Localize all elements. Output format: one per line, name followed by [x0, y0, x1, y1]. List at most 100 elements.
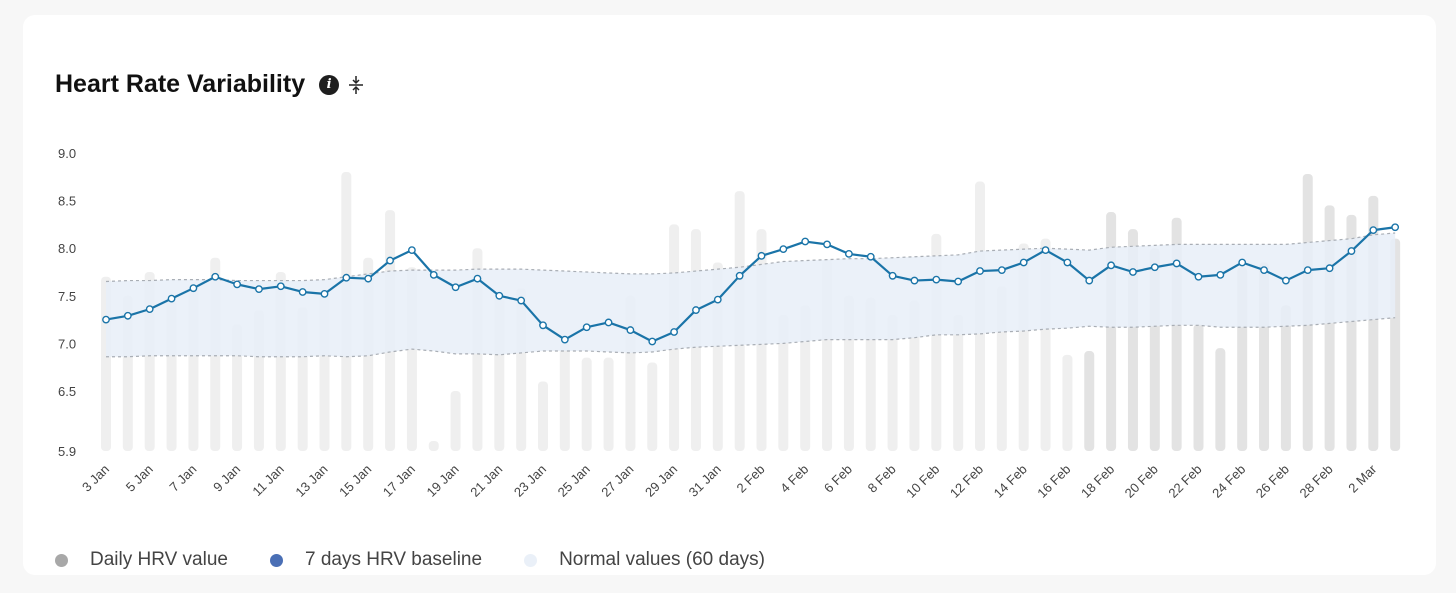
- x-tick-label: 5 Jan: [123, 462, 156, 495]
- legend: Daily HRV value 7 days HRV baseline Norm…: [55, 549, 807, 571]
- baseline-point: [801, 237, 810, 246]
- baseline-point: [255, 285, 263, 294]
- baseline-point: [102, 315, 110, 324]
- baseline-point: [539, 321, 547, 330]
- x-tick-label: 27 Jan: [598, 462, 636, 500]
- x-tick-label: 13 Jan: [292, 462, 330, 500]
- baseline-point: [298, 288, 307, 296]
- x-tick-label: 8 Feb: [865, 462, 899, 496]
- info-icon[interactable]: i: [319, 74, 340, 95]
- x-tick-label: 9 Jan: [210, 462, 243, 495]
- baseline-point: [233, 280, 242, 289]
- y-tick-label: 7.0: [58, 336, 76, 351]
- legend-label: Normal values (60 days): [559, 549, 765, 570]
- daily-hrv-bar: [581, 357, 592, 451]
- baseline-point: [276, 282, 285, 291]
- x-tick-label: 17 Jan: [380, 462, 418, 500]
- daily-hrv-bar: [778, 314, 789, 451]
- baseline-point: [407, 246, 416, 255]
- x-tick-label: 31 Jan: [686, 462, 724, 500]
- baseline-point: [211, 272, 220, 281]
- x-tick-label: 2 Mar: [1345, 461, 1380, 496]
- daily-hrv-bar: [909, 300, 920, 451]
- daily-hrv-bar: [1193, 324, 1204, 451]
- x-tick-label: 18 Feb: [1078, 462, 1117, 501]
- collapse-vertical-icon[interactable]: [347, 73, 365, 97]
- baseline-point: [495, 291, 504, 300]
- y-axis: 9.0 8.5 8.0 7.5 7.0 6.5 5.9: [58, 146, 76, 459]
- x-axis: 3 Jan 5 Jan 7 Jan 9 Jan 11 Jan 13 Jan 15 Jan 17…: [79, 461, 1380, 501]
- baseline-point: [1238, 258, 1247, 267]
- legend-label: 7 days HRV baseline: [304, 549, 483, 570]
- legend-item-normal[interactable]: Normal values (60 days): [524, 549, 765, 571]
- chart-title: Heart Rate Variability: [55, 70, 306, 98]
- y-tick-label: 8.5: [58, 194, 76, 209]
- title-row: Heart Rate Variability i: [55, 70, 365, 99]
- x-tick-label: 2 Feb: [734, 462, 768, 496]
- baseline-point: [888, 271, 897, 280]
- baseline-point: [648, 337, 657, 346]
- daily-hrv-bar: [1084, 351, 1095, 451]
- x-tick-label: 20 Feb: [1122, 462, 1161, 501]
- daily-hrv-bar: [1062, 354, 1073, 451]
- baseline-point: [976, 267, 984, 275]
- x-tick-label: 4 Feb: [777, 462, 811, 496]
- baseline-point: [1325, 264, 1334, 273]
- daily-hrv-bar: [538, 381, 548, 451]
- baseline-point: [1019, 258, 1028, 267]
- baseline-point: [123, 311, 132, 320]
- x-tick-label: 29 Jan: [642, 462, 680, 500]
- baseline-point: [517, 296, 526, 305]
- x-tick-label: 11 Jan: [249, 462, 287, 500]
- baseline-point: [713, 295, 722, 304]
- baseline-point: [1260, 266, 1268, 274]
- baseline-point: [429, 270, 438, 279]
- x-tick-label: 19 Jan: [424, 462, 462, 500]
- legend-dot-daily: [55, 553, 68, 567]
- y-tick-label: 7.5: [58, 289, 76, 304]
- y-tick-label: 8.0: [58, 241, 76, 256]
- baseline-line: [102, 223, 1400, 346]
- daily-hrv-bar: [603, 357, 614, 451]
- daily-hrv-bar: [953, 314, 964, 451]
- baseline-point: [1303, 266, 1312, 274]
- x-tick-label: 10 Feb: [903, 462, 942, 501]
- x-tick-label: 3 Jan: [79, 462, 112, 495]
- baseline-point: [932, 275, 941, 284]
- baseline-point: [1063, 258, 1072, 267]
- baseline-point: [386, 256, 394, 265]
- baseline-point: [779, 245, 788, 254]
- baseline-point: [1194, 272, 1203, 281]
- baseline-point: [167, 294, 176, 303]
- daily-hrv-bar: [1215, 348, 1226, 451]
- baseline-point: [866, 252, 875, 261]
- normal-upper-bound: [105, 232, 1396, 283]
- baseline-point: [1041, 246, 1050, 255]
- baseline-point: [604, 318, 613, 327]
- baseline-point: [1129, 268, 1137, 276]
- baseline-point: [1282, 276, 1290, 285]
- legend-dot-baseline: [269, 553, 283, 567]
- x-tick-label: 6 Feb: [821, 462, 855, 496]
- baseline-point: [1216, 270, 1225, 279]
- baseline-point: [845, 250, 853, 258]
- daily-hrv-bar: [647, 362, 658, 451]
- x-tick-label: 23 Jan: [511, 462, 549, 500]
- baseline-point: [1391, 223, 1400, 232]
- baseline-point: [910, 276, 919, 285]
- baseline-point: [997, 266, 1006, 274]
- baseline-point: [582, 323, 591, 332]
- baseline-point: [670, 328, 678, 336]
- baseline-point: [473, 274, 482, 283]
- daily-hrv-bar: [1280, 305, 1291, 451]
- baseline-point: [757, 251, 766, 260]
- baseline-point: [692, 306, 700, 314]
- baseline-point: [320, 289, 329, 298]
- baseline-point: [1107, 261, 1116, 270]
- legend-item-baseline[interactable]: 7 days HRV baseline: [269, 549, 483, 571]
- legend-label: Daily HRV value: [90, 549, 228, 570]
- daily-hrv-bar: [450, 391, 461, 451]
- legend-item-daily[interactable]: Daily HRV value: [55, 549, 228, 571]
- normal-lower-bound: [106, 317, 1396, 358]
- baseline-point: [954, 277, 963, 286]
